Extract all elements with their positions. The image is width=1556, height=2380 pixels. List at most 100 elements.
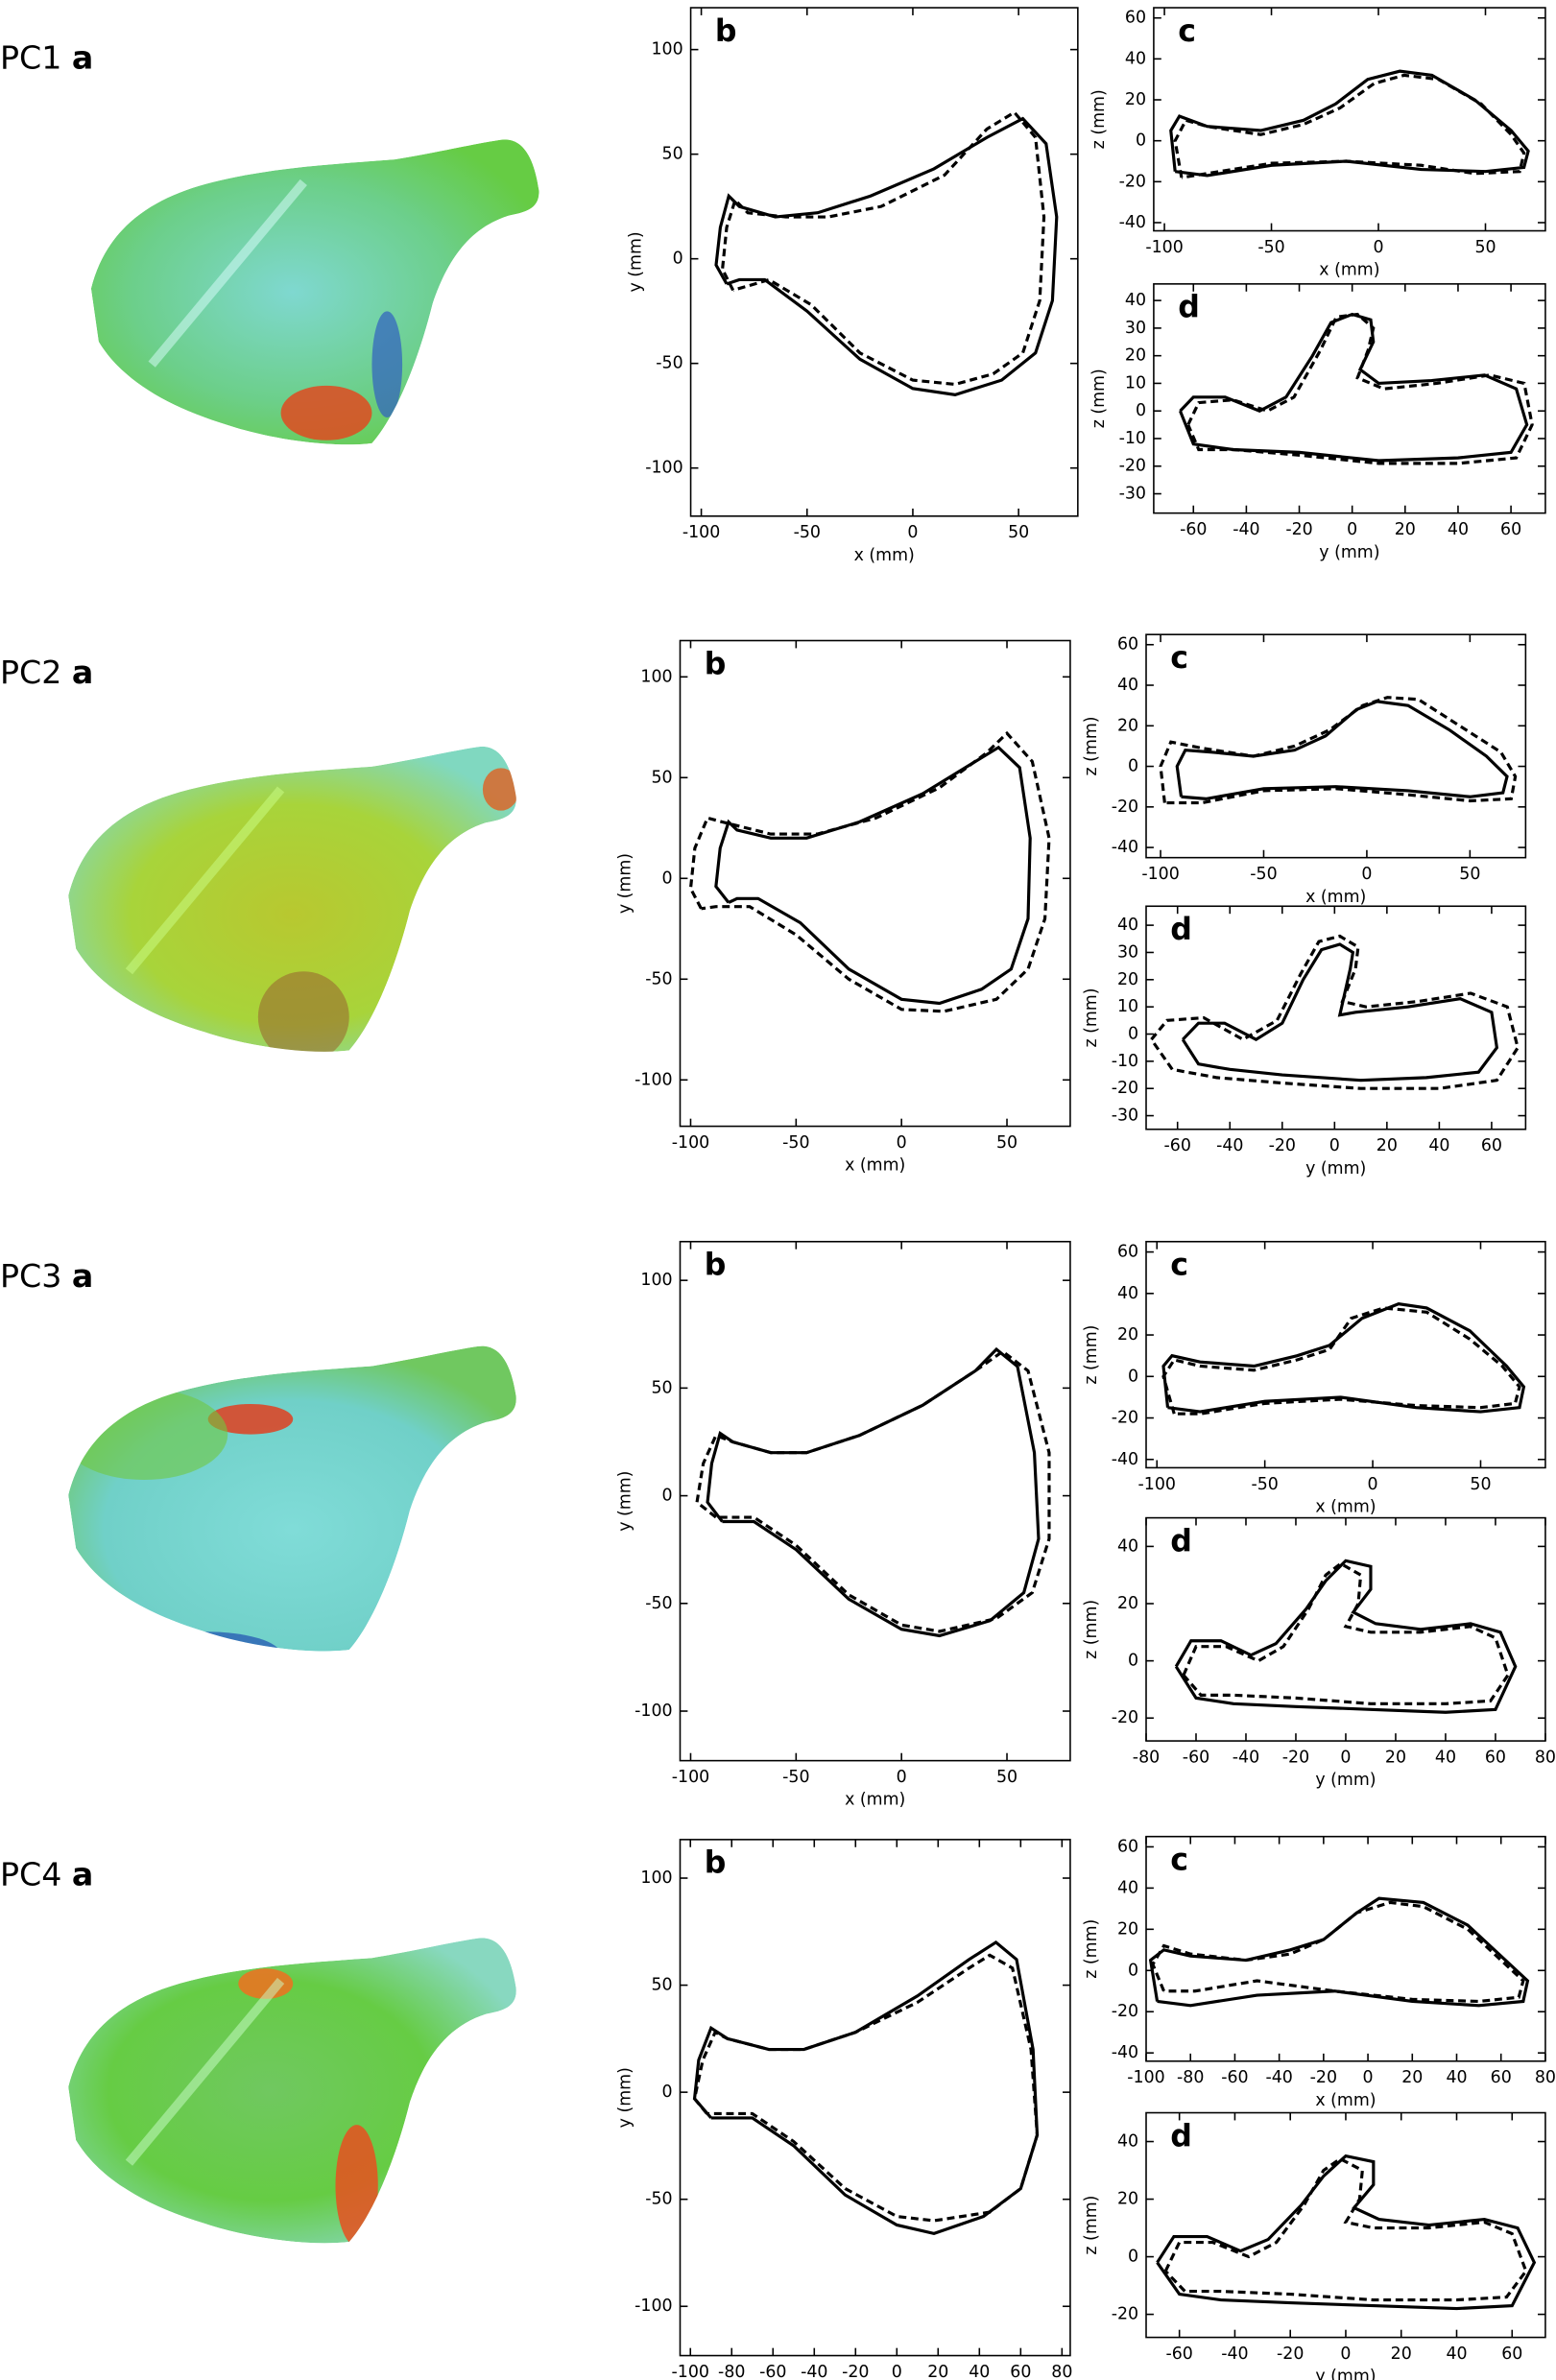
- y-tick-label: 0: [1128, 1652, 1138, 1671]
- x-tick-label: -50: [1251, 1475, 1278, 1494]
- x-tick-label: 20: [1376, 1136, 1398, 1155]
- y-tick-label: 50: [651, 1378, 672, 1397]
- x-tick-label: 60: [1501, 2344, 1522, 2364]
- y-axis-label: z (mm): [1082, 1919, 1101, 1979]
- x-tick-label: 20: [1391, 2344, 1412, 2364]
- y-tick-label: -100: [634, 1070, 672, 1089]
- panel-letter: c: [1170, 1843, 1188, 1877]
- x-tick-label: -60: [1164, 1136, 1191, 1155]
- x-tick-label: -20: [1310, 2068, 1337, 2087]
- x-tick-label: 0: [897, 1133, 907, 1153]
- y-axis-label: z (mm): [1082, 988, 1101, 1047]
- pc-label: PC3: [0, 1257, 61, 1295]
- x-tick-label: -40: [1221, 2344, 1248, 2364]
- y-tick-label: -40: [1112, 1450, 1138, 1469]
- y-tick-label: 0: [1128, 1961, 1138, 1980]
- x-axis-label: y (mm): [1315, 1771, 1376, 1790]
- y-tick-label: -50: [645, 969, 672, 988]
- y-tick-label: -10: [1119, 429, 1146, 448]
- x-tick-label: -40: [1233, 1748, 1259, 1767]
- x-tick-label: -80: [718, 2363, 745, 2380]
- y-tick-label: 100: [640, 1868, 672, 1888]
- x-tick-label: 40: [1446, 2344, 1467, 2364]
- y-tick-label: 0: [1128, 2248, 1138, 2267]
- x-tick-label: 0: [1363, 2068, 1374, 2087]
- x-tick-label: -100: [1141, 865, 1179, 884]
- pc-label: PC4: [0, 1855, 61, 1892]
- plot-frame: [1145, 905, 1527, 1130]
- panel-letter: a: [72, 1257, 93, 1295]
- x-tick-label: 40: [1428, 1136, 1449, 1155]
- y-tick-label: -40: [1119, 213, 1146, 232]
- x-tick-label: -60: [1183, 1748, 1209, 1767]
- x-tick-label: 0: [1347, 520, 1357, 539]
- x-tick-label: -40: [1265, 2068, 1292, 2087]
- panel-letter: d: [1170, 2119, 1192, 2154]
- y-tick-label: 100: [640, 1271, 672, 1290]
- x-tick-label: -80: [1177, 2068, 1204, 2087]
- x-tick-label: -20: [1282, 1748, 1309, 1767]
- x-axis-label: x (mm): [1315, 1498, 1376, 1517]
- y-tick-label: -20: [1112, 797, 1138, 817]
- y-tick-label: -100: [634, 1702, 672, 1721]
- x-tick-label: 80: [1535, 1748, 1556, 1767]
- x-tick-label: -80: [1133, 1748, 1160, 1767]
- panel-letter: c: [1178, 14, 1196, 49]
- x-tick-label: 50: [996, 1768, 1017, 1787]
- x-tick-label: -40: [1233, 520, 1259, 539]
- contour-line: [692, 1953, 1040, 2223]
- y-tick-label: 0: [1128, 757, 1138, 776]
- x-tick-label: -50: [1250, 865, 1277, 884]
- y-tick-label: 40: [1117, 1536, 1138, 1556]
- x-tick-label: -100: [672, 2363, 709, 2380]
- y-tick-label: 100: [640, 667, 672, 686]
- contour-line: [1174, 1559, 1518, 1714]
- x-tick-label: 50: [1459, 865, 1480, 884]
- contour-line: [688, 730, 1051, 1013]
- y-tick-label: -20: [1119, 457, 1146, 476]
- x-tick-label: 40: [1435, 1748, 1456, 1767]
- x-tick-label: 80: [1535, 2068, 1556, 2087]
- y-axis-label: z (mm): [1089, 369, 1109, 428]
- panel-letter: d: [1170, 1524, 1192, 1559]
- x-tick-label: 0: [1361, 865, 1372, 884]
- render-pc2: [68, 746, 516, 1052]
- panel-letter: a: [72, 38, 93, 76]
- row-label: PC2 a: [0, 654, 93, 691]
- x-tick-label: -100: [672, 1133, 709, 1153]
- x-tick-label: -20: [1277, 2344, 1304, 2364]
- y-tick-label: -100: [634, 2297, 672, 2316]
- x-tick-label: 50: [1470, 1475, 1491, 1494]
- y-tick-label: 20: [1117, 716, 1138, 735]
- plot-frame: [1145, 633, 1527, 859]
- x-tick-label: 20: [1395, 520, 1416, 539]
- x-axis-label: y (mm): [1315, 2368, 1376, 2380]
- y-tick-label: 60: [1117, 1837, 1138, 1856]
- contour-line: [1156, 2154, 1537, 2311]
- contour-line: [1181, 942, 1499, 1083]
- y-tick-label: 40: [1125, 49, 1146, 68]
- x-tick-label: -50: [1257, 238, 1284, 257]
- y-tick-label: 10: [1125, 373, 1146, 393]
- plot-frame: [679, 639, 1071, 1128]
- plot-frame: [1145, 1835, 1546, 2062]
- contour-line: [1161, 1301, 1526, 1414]
- plot-frame: [1153, 283, 1546, 514]
- x-tick-label: -100: [1145, 238, 1183, 257]
- x-tick-label: -100: [682, 523, 720, 542]
- x-tick-label: 60: [1491, 2068, 1512, 2087]
- x-tick-label: 50: [1474, 238, 1496, 257]
- y-tick-label: 0: [662, 869, 673, 888]
- panel-letter: c: [1170, 1249, 1188, 1283]
- y-tick-label: -20: [1112, 1079, 1138, 1098]
- x-tick-label: 60: [1485, 1748, 1506, 1767]
- y-tick-label: 20: [1117, 1325, 1138, 1345]
- y-axis-label: z (mm): [1082, 1325, 1101, 1385]
- panel-letter: b: [705, 647, 727, 681]
- plot-frame: [679, 1240, 1071, 1762]
- pc-label: PC1: [0, 38, 61, 76]
- x-tick-label: 40: [969, 2363, 990, 2380]
- x-axis-label: y (mm): [1305, 1159, 1366, 1178]
- x-tick-label: -20: [1285, 520, 1312, 539]
- row-label: PC1 a: [0, 38, 93, 76]
